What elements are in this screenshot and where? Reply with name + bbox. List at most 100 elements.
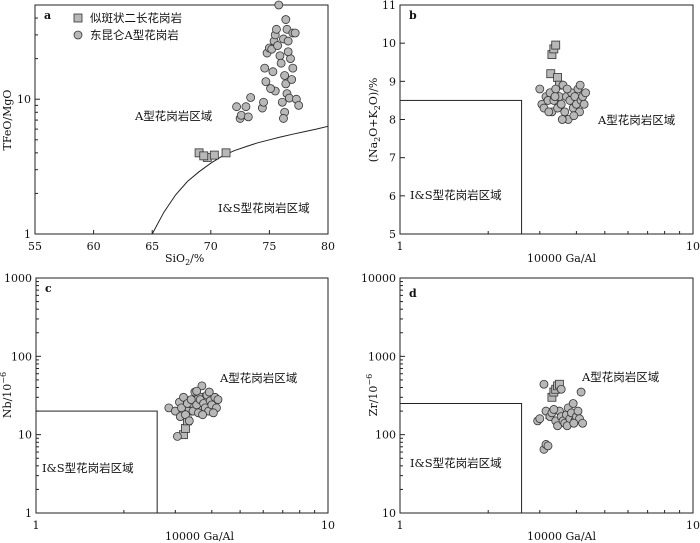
b-circle-point bbox=[535, 84, 545, 94]
d-ytick-label: 100 bbox=[375, 429, 396, 442]
b-square-point bbox=[551, 40, 561, 50]
a-region-is-type: I&S型花岗岩区域 bbox=[218, 201, 310, 215]
a-xtick-label: 75 bbox=[262, 240, 276, 253]
b-circle-point bbox=[560, 107, 570, 117]
b-circle-point bbox=[562, 84, 572, 94]
d-xlabel: 10000 Ga/Al bbox=[527, 530, 596, 543]
a-circle-point bbox=[288, 63, 298, 73]
d-circle-point bbox=[543, 441, 553, 451]
c-xtick-label: 1 bbox=[33, 519, 40, 532]
d-circle-point bbox=[549, 405, 559, 414]
c-region-is-type: I&S型花岗岩区域 bbox=[42, 461, 134, 475]
b-region-is-type: I&S型花岗岩区域 bbox=[410, 188, 502, 202]
a-square-point bbox=[199, 151, 209, 161]
d-circle-point bbox=[569, 418, 579, 428]
a-circle-point bbox=[276, 58, 286, 68]
c-circle-point bbox=[184, 416, 194, 426]
b-circle-point bbox=[551, 84, 561, 94]
d-xtick-label: 10 bbox=[686, 519, 700, 532]
a-circle-point bbox=[279, 114, 288, 123]
b-circle-point bbox=[557, 115, 567, 124]
a-circle-point bbox=[281, 79, 291, 89]
c-circle-point bbox=[208, 408, 218, 418]
d-ylabel: Zr/10−6 bbox=[365, 374, 380, 416]
c-circle-point bbox=[177, 403, 186, 413]
panel-a: a 似斑状二长花岗岩 东昆仑A型花岗岩 55 60 65 70 75 80 1 10 A型花岗… bbox=[1, 0, 335, 267]
c-circle-point bbox=[181, 410, 190, 420]
b-circle-point bbox=[575, 80, 585, 90]
c-ylabel: Nb/10−6 bbox=[0, 372, 14, 418]
b-ytick-label: 7 bbox=[389, 152, 396, 165]
c-circle-point bbox=[192, 386, 202, 396]
a-circle-point bbox=[272, 24, 281, 34]
b-ylabel: (Na2O+K2O)/% bbox=[367, 78, 382, 163]
panel-d-frame bbox=[399, 277, 694, 514]
a-circle-point bbox=[232, 102, 241, 112]
d-region-a-type: A型花岗岩区域 bbox=[581, 370, 660, 384]
a-xtick-label: 60 bbox=[87, 240, 101, 253]
panel-b: b 1 10 5 6 7 8 9 10 11 A型花岗岩区域 I&S型花岗岩区域 10000 G… bbox=[367, 0, 700, 265]
a-xtick-label: 80 bbox=[321, 240, 335, 253]
legend-circle-label: 东昆仑A型花岗岩 bbox=[90, 28, 179, 42]
a-circle-point bbox=[274, 0, 284, 10]
a-circle-point bbox=[280, 71, 290, 80]
a-circle-point bbox=[266, 84, 275, 93]
panel-c: c 1 10 1 10 100 1000 A型花岗岩区域 I&S型花岗岩区域 10000 … bbox=[0, 272, 335, 543]
b-is-region-box bbox=[399, 99, 523, 235]
a-xlabel: SiO2/% bbox=[165, 252, 204, 267]
c-circle-point bbox=[213, 395, 223, 405]
c-xlabel: 10000 Ga/Al bbox=[165, 530, 234, 543]
a-circle-point bbox=[236, 110, 246, 120]
a-circle-point bbox=[287, 75, 297, 84]
a-circle-point bbox=[275, 51, 285, 61]
a-circle-point bbox=[243, 112, 253, 122]
a-circle-point bbox=[290, 28, 300, 38]
panel-d-points bbox=[533, 379, 588, 454]
a-circle-point bbox=[268, 67, 278, 77]
legend-square-marker bbox=[73, 13, 83, 23]
a-circle-point bbox=[294, 100, 304, 110]
d-circle-point bbox=[556, 384, 566, 394]
panel-b-label: b bbox=[409, 9, 417, 22]
b-circle-point bbox=[544, 107, 554, 117]
a-circle-point bbox=[273, 41, 283, 50]
b-ytick-label: 10 bbox=[382, 37, 396, 50]
a-circle-point bbox=[261, 77, 271, 87]
a-region-a-type: A型花岗岩区域 bbox=[134, 109, 213, 123]
b-circle-point bbox=[550, 92, 560, 101]
c-is-region-box bbox=[35, 410, 158, 514]
d-region-is-type: I&S型花岗岩区域 bbox=[410, 456, 502, 470]
legend-circle-marker bbox=[73, 30, 83, 40]
panel-c-ticks: 1 10 1 10 100 1000 bbox=[4, 272, 335, 532]
c-ytick-label: 10 bbox=[18, 429, 32, 442]
a-circle-point bbox=[246, 93, 256, 102]
c-ytick-label: 1000 bbox=[4, 272, 32, 285]
d-ytick-label: 10000 bbox=[361, 272, 396, 285]
b-circle-point bbox=[569, 111, 579, 121]
b-ytick-label: 9 bbox=[389, 75, 396, 88]
b-ytick-label: 8 bbox=[389, 114, 396, 127]
panel-d-label: d bbox=[409, 287, 417, 300]
c-square-point bbox=[181, 424, 190, 433]
b-circle-point bbox=[556, 99, 566, 109]
a-xtick-label: 65 bbox=[145, 240, 159, 253]
d-circle-point bbox=[573, 406, 583, 416]
d-circle-point bbox=[576, 387, 586, 397]
a-circle-point bbox=[277, 97, 287, 107]
panel-b-ticks: 1 10 5 6 7 8 9 10 11 bbox=[382, 0, 700, 253]
a-ytick-label: 1 bbox=[24, 228, 31, 241]
panel-a-ticks: 55 60 65 70 75 80 1 10 bbox=[17, 4, 335, 253]
b-ytick-label: 6 bbox=[389, 190, 396, 203]
panel-c-points bbox=[164, 381, 223, 441]
a-square-point bbox=[221, 148, 231, 158]
c-region-a-type: A型花岗岩区域 bbox=[219, 371, 298, 385]
panel-b-points bbox=[535, 40, 591, 124]
panel-a-label: a bbox=[44, 9, 51, 22]
a-circle-point bbox=[241, 102, 251, 112]
a-xtick-label: 70 bbox=[204, 240, 218, 253]
d-circle-point bbox=[578, 418, 588, 428]
a-xtick-label: 55 bbox=[28, 240, 42, 253]
a-ytick-label: 10 bbox=[17, 93, 31, 106]
